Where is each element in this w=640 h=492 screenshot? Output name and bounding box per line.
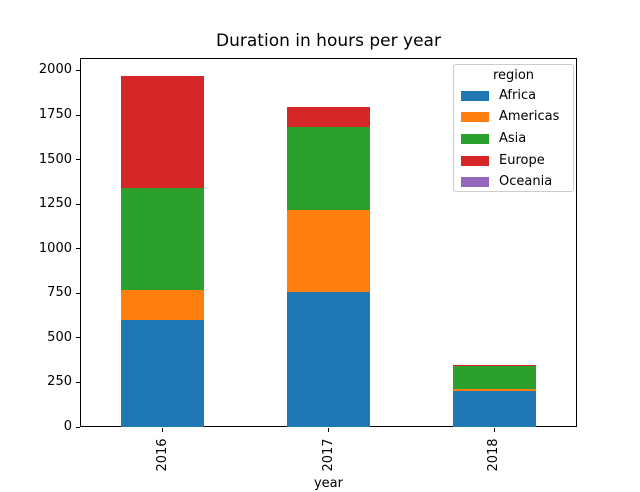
bar-segment-asia-2018 (452, 366, 536, 389)
y-tick-label: 1750 (38, 107, 72, 123)
bar-segment-africa-2017 (287, 291, 370, 427)
legend-title: region (492, 68, 535, 83)
bar-segment-americas-2017 (287, 210, 370, 292)
y-tick-label: 1000 (38, 240, 72, 256)
legend-label-europe: Europe (499, 152, 545, 168)
legend-label-africa: Africa (499, 87, 537, 103)
legend-entry-europe: Europe (454, 150, 573, 172)
bar-segment-americas-2016 (121, 289, 205, 321)
y-tick-label: 1250 (38, 196, 72, 212)
legend-label-asia: Asia (499, 130, 527, 146)
legend-swatch-oceania-icon (461, 177, 489, 188)
bar-segment-americas-2018 (452, 388, 536, 392)
x-tick-mark (162, 428, 164, 432)
bar-segment-europe-2016 (121, 75, 205, 189)
y-tick-mark (76, 69, 80, 71)
legend-entry-oceania: Oceania (454, 171, 573, 193)
bar-segment-asia-2016 (121, 188, 205, 290)
y-tick-mark (76, 337, 80, 339)
legend-entry-americas: Americas (454, 107, 573, 129)
legend-label-americas: Americas (499, 109, 560, 125)
figure: Duration in hours per year 0 250 500 750 100… (38, 31, 577, 491)
y-tick-label: 0 (63, 419, 72, 434)
y-tick-mark (76, 114, 80, 116)
y-tick-mark (76, 159, 80, 161)
legend-entry-africa: Africa (454, 85, 573, 107)
legend-entry-asia: Asia (454, 128, 573, 150)
y-tick-label: 1500 (38, 151, 72, 167)
y-tick-mark (76, 248, 80, 250)
y-tick-label: 250 (47, 374, 72, 390)
bar-segment-europe-2017 (287, 107, 370, 127)
y-tick-mark (76, 292, 80, 294)
bar-segment-africa-2018 (452, 391, 536, 427)
bar-segment-europe-2018 (452, 364, 536, 367)
y-tick-label: 2000 (38, 62, 72, 78)
x-tick-mark (493, 428, 495, 432)
bar-segment-asia-2017 (287, 126, 370, 211)
legend-entries: Africa Americas Asia Europe Oceania (454, 85, 573, 193)
legend-swatch-asia-icon (461, 133, 489, 144)
legend: region Africa Americas Asia Europe Oceania (453, 64, 574, 192)
bar-segment-africa-2016 (121, 320, 205, 427)
legend-swatch-africa-icon (461, 90, 489, 101)
y-tick-mark (76, 381, 80, 383)
legend-label-oceania: Oceania (499, 174, 553, 190)
y-tick-label: 750 (47, 285, 72, 301)
y-tick-label: 500 (47, 329, 72, 345)
legend-swatch-europe-icon (461, 155, 489, 166)
chart-title: Duration in hours per year (216, 31, 441, 51)
y-tick-mark (76, 426, 80, 428)
legend-swatch-americas-icon (461, 112, 489, 123)
x-tick-mark (328, 428, 329, 432)
x-axis-label: year (313, 476, 343, 491)
y-tick-mark (76, 203, 80, 205)
